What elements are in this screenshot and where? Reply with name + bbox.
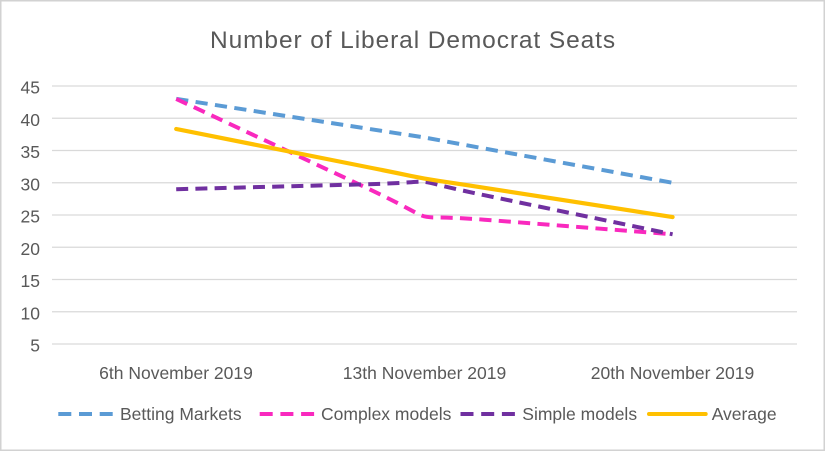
svg-text:15: 15 [21, 271, 40, 291]
svg-text:Average: Average [712, 404, 777, 424]
svg-text:30: 30 [21, 174, 41, 194]
svg-text:10: 10 [21, 303, 41, 323]
svg-text:20th November 2019: 20th November 2019 [591, 363, 754, 383]
svg-text:Number of Liberal Democrat Sea: Number of Liberal Democrat Seats [210, 27, 616, 54]
svg-text:20: 20 [21, 239, 41, 259]
svg-text:45: 45 [21, 78, 40, 98]
svg-text:40: 40 [21, 110, 41, 130]
svg-text:5: 5 [30, 336, 40, 356]
svg-text:6th November 2019: 6th November 2019 [99, 363, 253, 383]
svg-text:13th November 2019: 13th November 2019 [343, 363, 506, 383]
svg-text:25: 25 [21, 207, 40, 227]
svg-text:35: 35 [21, 142, 40, 162]
svg-text:Simple models: Simple models [522, 404, 637, 424]
svg-text:Complex models: Complex models [321, 404, 452, 424]
svg-text:Betting Markets: Betting Markets [120, 404, 242, 424]
